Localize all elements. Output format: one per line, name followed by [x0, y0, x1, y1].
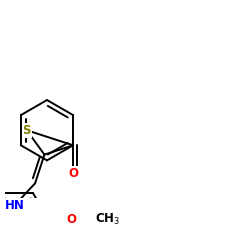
Text: O: O: [66, 212, 76, 226]
Text: S: S: [22, 124, 31, 137]
Text: CH$_3$: CH$_3$: [95, 212, 120, 226]
Text: O: O: [68, 168, 78, 180]
Text: HN: HN: [4, 199, 24, 212]
